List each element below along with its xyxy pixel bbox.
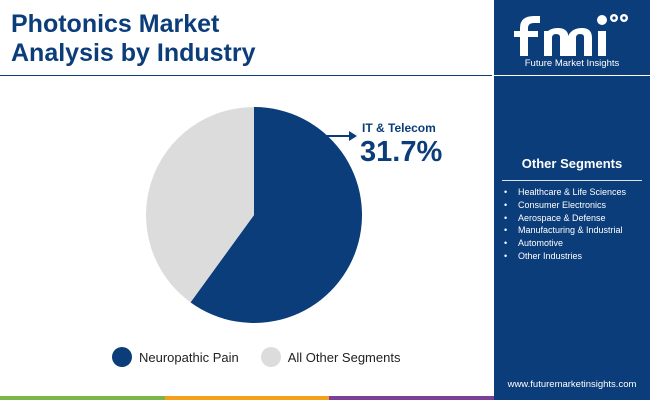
segment-item: • Other Industries xyxy=(504,250,626,263)
bullet-icon: • xyxy=(504,250,508,261)
pie-slice-neuropathic-pain xyxy=(190,107,362,323)
bullet-icon: • xyxy=(504,199,508,210)
segment-item: • Healthcare & Life Sciences xyxy=(504,186,626,199)
legend-label-neuropathic-pain: Neuropathic Pain xyxy=(139,349,239,365)
strip-green xyxy=(0,396,165,400)
bullet-icon: • xyxy=(504,238,508,249)
segment-label: Automotive xyxy=(518,238,564,249)
segment-label: Healthcare & Life Sciences xyxy=(518,187,627,197)
callout-arrow-icon xyxy=(349,131,357,141)
legend-swatch-neuropathic-pain xyxy=(112,347,132,367)
segments-list: • Healthcare & Life Sciences • Consumer El… xyxy=(504,186,626,263)
segment-label: Other Industries xyxy=(518,250,583,261)
title-line-2: Analysis by Industry xyxy=(11,39,256,67)
callout-label: IT & Telecom xyxy=(362,121,436,135)
pie-chart xyxy=(146,107,362,323)
bullet-icon: • xyxy=(504,225,508,236)
segments-divider xyxy=(502,180,642,181)
title-line-1: Photonics Market xyxy=(11,10,220,38)
sidebar-divider-top xyxy=(494,75,650,76)
sidebar-panel: Future Market Insights Other Segments • H… xyxy=(494,0,650,400)
segment-item: • Manufacturing & Industrial xyxy=(504,224,626,237)
callout-value: 31.7% xyxy=(360,136,443,168)
strip-orange xyxy=(164,396,330,400)
segment-label: Aerospace & Defense xyxy=(518,212,606,223)
pie-slice-all-other-segments xyxy=(146,107,254,303)
brand-name: Future Market Insights xyxy=(524,58,620,69)
page-title: Photonics Market Analysis by Industry xyxy=(11,10,471,68)
segments-title: Other Segments xyxy=(521,156,623,171)
fmi-logo-icon xyxy=(514,14,628,56)
title-divider xyxy=(0,75,492,76)
bottom-color-strip xyxy=(0,396,494,400)
segment-item: • Consumer Electronics xyxy=(504,199,626,212)
segment-label: Consumer Electronics xyxy=(518,199,607,210)
legend-item-all-other-segments: All Other Segments xyxy=(260,347,401,367)
chart-legend: Neuropathic Pain All Other Segments xyxy=(112,346,422,368)
segment-item: • Aerospace & Defense xyxy=(504,212,626,225)
legend-swatch-all-other-segments xyxy=(260,347,281,367)
website-link[interactable]: www.futuremarketinsights.com xyxy=(507,379,637,390)
legend-item-neuropathic-pain: Neuropathic Pain xyxy=(112,347,239,367)
bullet-icon: • xyxy=(504,212,508,223)
segment-item: • Automotive xyxy=(504,237,626,250)
strip-purple xyxy=(329,396,494,400)
legend-label-all-other-segments: All Other Segments xyxy=(287,349,401,365)
bullet-icon: • xyxy=(504,187,508,197)
segment-label: Manufacturing & Industrial xyxy=(518,225,623,236)
